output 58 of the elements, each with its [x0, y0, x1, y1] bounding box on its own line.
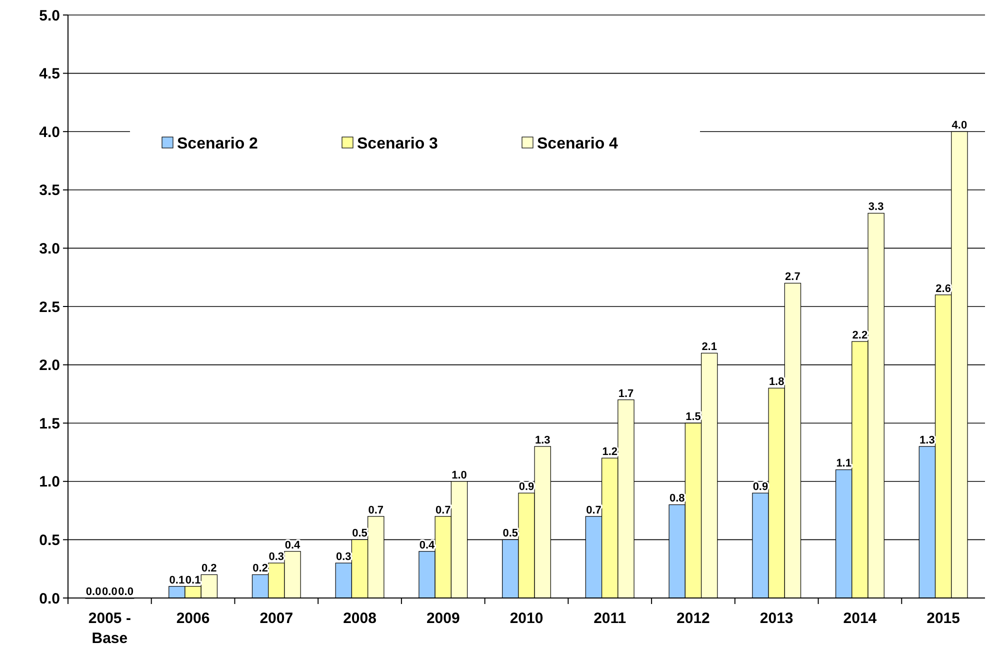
y-tick-label: 4.5	[39, 66, 60, 83]
data-label: 0.1	[185, 574, 201, 586]
data-label: 0.5	[502, 528, 518, 540]
legend-label: Scenario 2	[177, 136, 258, 153]
x-tick-label: 2010	[510, 610, 544, 627]
x-tick-label: 2013	[760, 610, 794, 627]
data-label: 0.0	[86, 586, 102, 598]
data-label: 0.1	[169, 574, 185, 586]
y-tick-label: 1.5	[39, 415, 60, 432]
data-label: 1.5	[686, 411, 701, 424]
data-label: 0.0	[118, 586, 134, 598]
data-label: 2.6	[936, 282, 951, 295]
x-tick-label: 2015	[926, 610, 960, 627]
data-label: 1.1	[836, 458, 852, 470]
data-label: 0.7	[435, 504, 451, 516]
data-label: 0.2	[252, 562, 268, 575]
data-label: 1.0	[452, 469, 467, 482]
y-tick-label: 1.0	[39, 474, 60, 491]
y-tick-label: 5.0	[39, 7, 60, 24]
data-label: 0.7	[368, 504, 384, 516]
data-label: 0.4	[284, 539, 302, 552]
x-tick-label: 2014	[843, 610, 878, 627]
data-label: 3.3	[868, 201, 884, 214]
data-label: 2.1	[702, 341, 717, 354]
y-tick-label: 0.5	[39, 532, 60, 549]
data-label: 0.9	[518, 481, 534, 494]
data-label: 1.2	[602, 446, 618, 458]
data-label: 2.7	[785, 271, 800, 284]
data-label: 1.3	[534, 434, 550, 446]
data-label: 1.3	[920, 434, 935, 446]
x-tick-label: 2012	[676, 610, 710, 627]
data-label: 4.0	[952, 120, 968, 132]
data-label: 0.9	[752, 481, 768, 494]
x-tick-label: 2008	[343, 610, 376, 627]
data-label: 0.4	[419, 539, 436, 552]
legend-label: Scenario 3	[357, 136, 438, 153]
y-tick-label: 3.0	[39, 240, 60, 258]
data-label: 0.3	[268, 551, 284, 564]
data-label: 0.0	[102, 586, 118, 598]
data-label: 0.2	[202, 562, 217, 575]
y-tick-label: 2.0	[39, 357, 60, 374]
x-tick-label: 2006	[176, 610, 210, 627]
x-tick-label: 2009	[426, 610, 460, 627]
data-label: 1.7	[618, 388, 634, 400]
y-tick-label: 0.0	[39, 590, 60, 608]
y-tick-label: 2.5	[39, 298, 60, 316]
data-label: 0.7	[586, 504, 602, 516]
data-label: 0.3	[336, 551, 352, 564]
x-tick-label: 2011	[594, 610, 626, 627]
x-tick-label: 2007	[260, 610, 294, 627]
data-label: 0.8	[669, 492, 685, 505]
data-label: 2.2	[852, 329, 868, 342]
data-label: 0.5	[352, 528, 368, 540]
y-tick-label: 3.5	[39, 182, 60, 200]
x-tick-label: 2005 - Base	[88, 610, 131, 647]
y-tick-label: 4.0	[39, 124, 60, 141]
legend-label: Scenario 4	[537, 136, 618, 153]
data-label: 1.8	[768, 376, 784, 388]
